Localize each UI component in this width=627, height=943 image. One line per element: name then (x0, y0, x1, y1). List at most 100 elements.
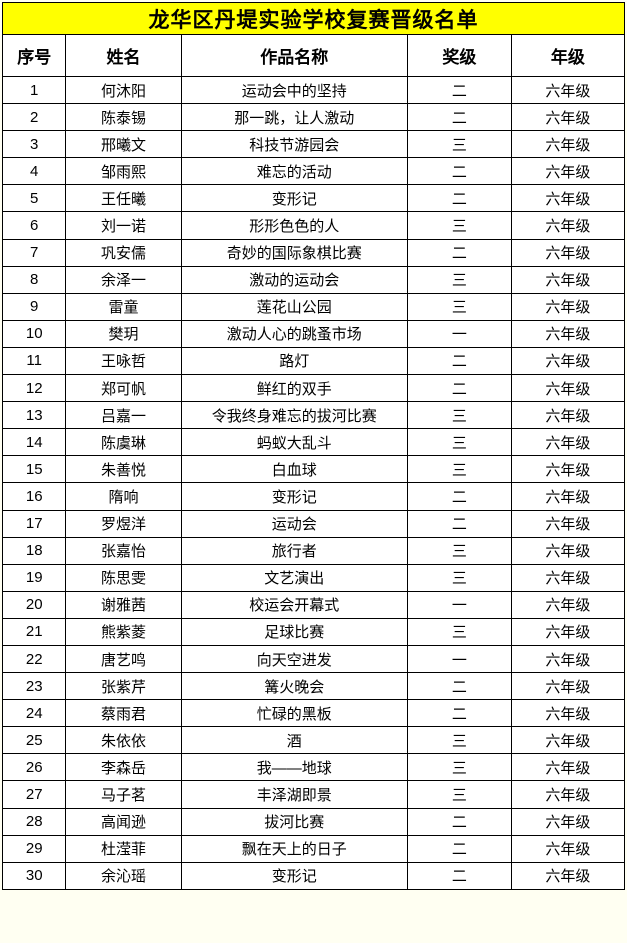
cell-no: 27 (1, 780, 67, 809)
cell-award: 三 (406, 401, 512, 430)
cell-name: 余泽一 (65, 265, 182, 294)
cell-award: 二 (406, 672, 512, 701)
header-name: 姓名 (65, 34, 182, 77)
cell-work: 形形色色的人 (180, 211, 408, 240)
table-row: 5 王任曦 变形记二六年级 (1, 184, 626, 213)
cell-name: 马子茗 (65, 780, 182, 809)
table-row: 18 张嘉怡 旅行者三六年级 (1, 536, 626, 565)
cell-work: 路灯 (180, 346, 408, 376)
cell-no: 18 (1, 536, 67, 565)
cell-no: 28 (1, 807, 67, 836)
cell-name: 谢雅茜 (65, 590, 182, 619)
cell-name: 刘一诺 (65, 211, 182, 240)
cell-award: 三 (406, 292, 512, 321)
cell-name: 杜滢菲 (65, 834, 182, 863)
cell-name: 邢曦文 (65, 130, 182, 159)
cell-no: 1 (1, 75, 67, 105)
cell-work: 足球比赛 (180, 617, 408, 646)
cell-grade: 六年级 (510, 699, 626, 728)
cell-work: 运动会中的坚持 (180, 75, 408, 105)
cell-no: 2 (1, 103, 67, 132)
cell-award: 三 (406, 211, 512, 240)
cell-award: 二 (406, 157, 512, 186)
cell-no: 6 (1, 211, 67, 240)
cell-name: 朱依依 (65, 726, 182, 755)
cell-grade: 六年级 (510, 563, 626, 592)
cell-grade: 六年级 (510, 211, 626, 240)
cell-name: 吕嘉一 (65, 401, 182, 430)
cell-work: 篝火晚会 (180, 672, 408, 701)
cell-award: 二 (406, 482, 512, 511)
cell-work: 校运会开幕式 (180, 590, 408, 619)
table-row: 2 陈泰锡 那一跳，让人激动二六年级 (1, 103, 626, 132)
table-row: 13 吕嘉一 令我终身难忘的拔河比赛三六年级 (1, 401, 626, 430)
table-row: 30 余沁瑶 变形记二六年级 (1, 861, 626, 890)
cell-work: 激动的运动会 (180, 265, 408, 294)
cell-award: 二 (406, 238, 512, 267)
cell-award: 二 (406, 184, 512, 213)
cell-grade: 六年级 (510, 265, 626, 294)
cell-award: 三 (406, 536, 512, 565)
cell-work: 拔河比赛 (180, 807, 408, 836)
cell-no: 14 (1, 428, 67, 457)
cell-work: 鲜红的双手 (180, 374, 408, 403)
table-row: 20 谢雅茜 校运会开幕式一六年级 (1, 590, 626, 619)
cell-no: 7 (1, 238, 67, 267)
table-row: 27 马子茗 丰泽湖即景三六年级 (1, 780, 626, 809)
cell-grade: 六年级 (510, 346, 626, 376)
cell-grade: 六年级 (510, 536, 626, 565)
table-row: 6 刘一诺 形形色色的人三六年级 (1, 211, 626, 240)
cell-name: 王任曦 (65, 184, 182, 213)
cell-award: 三 (406, 563, 512, 592)
cell-no: 26 (1, 753, 67, 782)
cell-work: 激动人心的跳蚤市场 (180, 319, 408, 348)
cell-work: 白血球 (180, 455, 408, 484)
cell-name: 雷童 (65, 292, 182, 321)
cell-work: 奇妙的国际象棋比赛 (180, 238, 408, 267)
cell-grade: 六年级 (510, 374, 626, 403)
cell-award: 二 (406, 699, 512, 728)
roster-table: 龙华区丹堤实验学校复赛晋级名单 序号 姓名 作品名称 奖级 年级 1 何沐阳 运动会… (1, 2, 626, 890)
table-row: 12 郑可帆 鲜红的双手二六年级 (1, 374, 626, 403)
cell-grade: 六年级 (510, 617, 626, 646)
table-row: 25 朱依依酒三六年级 (1, 726, 626, 755)
cell-award: 三 (406, 428, 512, 457)
cell-name: 陈思雯 (65, 563, 182, 592)
cell-award: 二 (406, 834, 512, 863)
cell-award: 三 (406, 130, 512, 159)
cell-grade: 六年级 (510, 780, 626, 809)
cell-no: 4 (1, 157, 67, 186)
table-row: 10 樊玥 激动人心的跳蚤市场一六年级 (1, 319, 626, 348)
cell-name: 陈泰锡 (65, 103, 182, 132)
cell-award: 二 (406, 807, 512, 836)
cell-award: 二 (406, 861, 512, 890)
header-grade: 年级 (510, 34, 626, 77)
table-row: 26 李森岳 我——地球三六年级 (1, 753, 626, 782)
cell-name: 巩安儒 (65, 238, 182, 267)
cell-work: 莲花山公园 (180, 292, 408, 321)
cell-grade: 六年级 (510, 401, 626, 430)
table-head: 龙华区丹堤实验学校复赛晋级名单 序号 姓名 作品名称 奖级 年级 (1, 2, 626, 77)
table-row: 16 隋响 变形记二六年级 (1, 482, 626, 511)
cell-name: 罗煜洋 (65, 509, 182, 538)
cell-name: 陈虞琳 (65, 428, 182, 457)
cell-grade: 六年级 (510, 807, 626, 836)
cell-name: 高闻逊 (65, 807, 182, 836)
table-row: 11 王咏哲 路灯二六年级 (1, 346, 626, 376)
table-row: 4 邹雨熙 难忘的活动二六年级 (1, 157, 626, 186)
table-row: 17 罗煜洋 运动会二六年级 (1, 509, 626, 538)
table-row: 29 杜滢菲 飘在天上的日子二六年级 (1, 834, 626, 863)
cell-no: 22 (1, 644, 67, 674)
cell-grade: 六年级 (510, 455, 626, 484)
cell-work: 那一跳，让人激动 (180, 103, 408, 132)
cell-name: 邹雨熙 (65, 157, 182, 186)
cell-work: 向天空进发 (180, 644, 408, 674)
cell-no: 5 (1, 184, 67, 213)
cell-name: 郑可帆 (65, 374, 182, 403)
cell-no: 24 (1, 699, 67, 728)
cell-no: 13 (1, 401, 67, 430)
header-no: 序号 (1, 34, 67, 77)
cell-name: 朱善悦 (65, 455, 182, 484)
cell-work: 飘在天上的日子 (180, 834, 408, 863)
